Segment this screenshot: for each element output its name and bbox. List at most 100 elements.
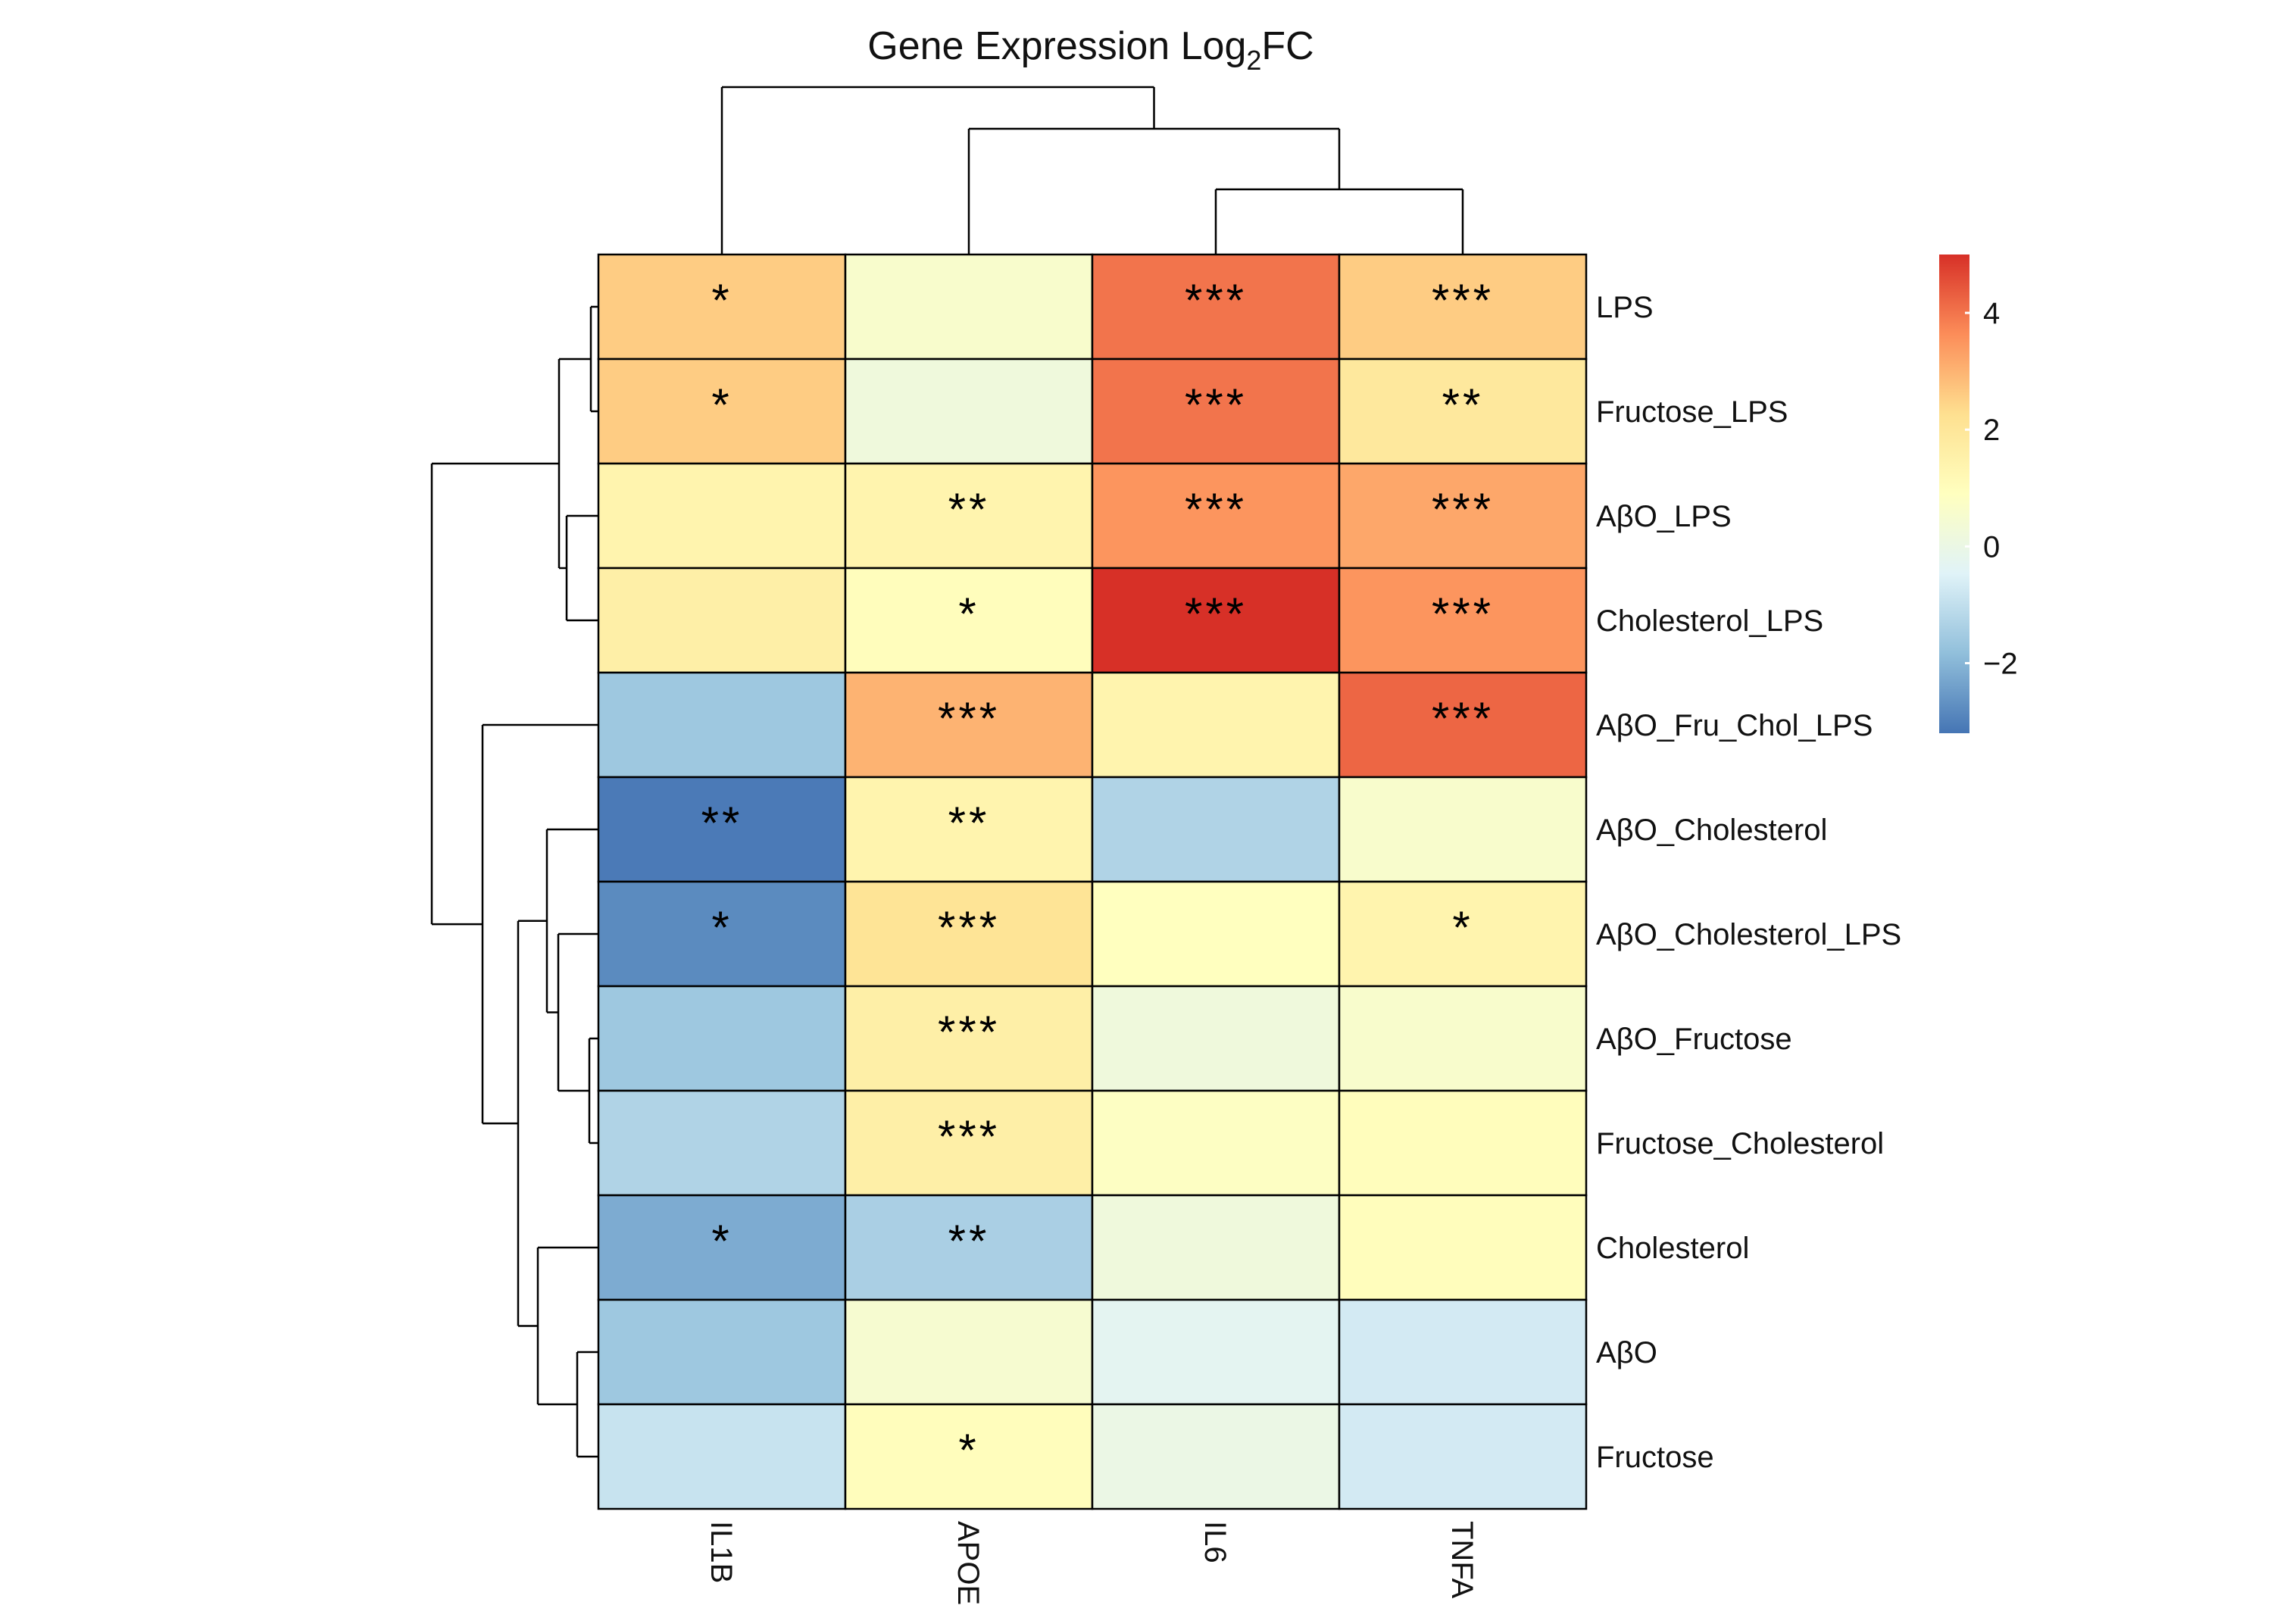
title-tail: FC: [1261, 24, 1313, 68]
heatmap-cell: [1091, 1089, 1341, 1197]
heatmap-cell: [1091, 776, 1341, 883]
heatmap-cell: [1338, 1194, 1588, 1301]
row-label: Fructose_Cholesterol: [1596, 1127, 1884, 1160]
column-label: APOE: [951, 1521, 985, 1605]
significance-marker: ***: [1432, 693, 1494, 744]
significance-markers: * *** **** *** **** *** **** *** ****** ***** *** *…: [701, 275, 1494, 1476]
significance-marker: *: [711, 379, 732, 430]
significance-marker: *: [1452, 902, 1473, 953]
row-label: AβO_Fructose: [1596, 1023, 1792, 1056]
heatmap-cell: [844, 1403, 1094, 1510]
row-label: AβO_Fru_Chol_LPS: [1596, 709, 1873, 742]
heatmap-cell: [597, 1403, 847, 1510]
heatmap-cell: [844, 462, 1094, 570]
colorbar-tick-label: 4: [1983, 297, 2000, 330]
significance-marker: ***: [938, 1111, 1000, 1162]
heatmap-cell: [597, 358, 847, 465]
heatmap-cell: [844, 567, 1094, 674]
heatmap-cell: [1091, 671, 1341, 779]
heatmap-cell: [1338, 671, 1588, 779]
heatmap-cell: [1091, 358, 1341, 465]
heatmap-cell: [597, 1089, 847, 1197]
heatmap-cell: [597, 1298, 847, 1406]
significance-marker: **: [948, 798, 990, 848]
heatmap-cell: [1091, 1194, 1341, 1301]
heatmap-cell: [844, 671, 1094, 779]
heatmap-cell: [597, 567, 847, 674]
heatmap-cell: [1091, 1403, 1341, 1510]
heatmap-cell: [1338, 1403, 1588, 1510]
column-label: TNFA: [1445, 1521, 1479, 1599]
colorbar-tick-label: −2: [1983, 648, 2018, 681]
significance-marker: ***: [938, 693, 1000, 744]
title-main: Gene Expression Log: [867, 24, 1246, 68]
heatmap-cell: [1338, 253, 1588, 361]
heatmap-cell: [1338, 880, 1588, 988]
colorbar-tick-label: 0: [1983, 530, 2000, 564]
heatmap-cell: [1338, 462, 1588, 570]
row-labels: LPS Fructose_LPS AβO_LPS Cholesterol_LPS AβO…: [1596, 291, 1901, 1474]
heatmap-cell: [597, 880, 847, 988]
heatmap-cell: [597, 462, 847, 570]
row-label: Cholesterol: [1596, 1232, 1749, 1265]
heatmap-cell: [1338, 567, 1588, 674]
heatmap-cell: [1091, 985, 1341, 1092]
row-label: Cholesterol_LPS: [1596, 604, 1823, 638]
heatmap-cell: [844, 776, 1094, 883]
heatmap-cell: [1091, 462, 1341, 570]
heatmap-cell: [597, 776, 847, 883]
significance-marker: ***: [938, 902, 1000, 953]
heatmap-cell: [844, 985, 1094, 1092]
column-label: IL1B: [704, 1521, 738, 1583]
heatmap-cell: [1338, 776, 1588, 883]
color-legend: 4 2 0 −2: [1939, 255, 2018, 733]
column-label: IL6: [1198, 1521, 1232, 1563]
heatmap-cell: [1338, 358, 1588, 465]
significance-marker: **: [948, 1216, 990, 1266]
heatmap-cells: [597, 253, 1588, 1510]
heatmap-cell: [844, 1298, 1094, 1406]
heatmap-cell: [597, 671, 847, 779]
colorbar-gradient: [1939, 255, 1969, 733]
significance-marker: **: [948, 484, 990, 535]
row-label: LPS: [1596, 291, 1654, 324]
significance-marker: ***: [1185, 379, 1247, 430]
colorbar-tick-label: 2: [1983, 414, 2000, 447]
row-label: AβO_Cholesterol: [1596, 814, 1827, 847]
significance-marker: ***: [1432, 275, 1494, 326]
significance-marker: ***: [938, 1007, 1000, 1057]
heatmap-cell: [597, 253, 847, 361]
significance-marker: ***: [1185, 275, 1247, 326]
significance-marker: **: [701, 798, 743, 848]
significance-marker: *: [958, 589, 979, 639]
heatmap-cell: [597, 985, 847, 1092]
heatmap-cell: [1338, 985, 1588, 1092]
chart-title: Gene Expression Log2FC: [867, 24, 1313, 76]
row-label: AβO_LPS: [1596, 500, 1732, 533]
row-label: Fructose_LPS: [1596, 395, 1788, 429]
significance-marker: *: [711, 902, 732, 953]
heatmap-cell: [1338, 1298, 1588, 1406]
significance-marker: *: [711, 275, 732, 326]
heatmap-cell: [1091, 1298, 1341, 1406]
heatmap-cell: [1091, 880, 1341, 988]
significance-marker: ***: [1432, 484, 1494, 535]
title-subscript: 2: [1246, 45, 1261, 76]
heatmap-cell: [844, 358, 1094, 465]
row-label: Fructose: [1596, 1441, 1714, 1474]
significance-marker: ***: [1432, 589, 1494, 639]
significance-marker: *: [711, 1216, 732, 1266]
heatmap-cell: [844, 253, 1094, 361]
heatmap-cell: [597, 1194, 847, 1301]
heatmap-cell: [844, 1089, 1094, 1197]
row-dendrogram: [430, 305, 598, 1458]
heatmap-cell: [1338, 1089, 1588, 1197]
column-labels: IL1B APOE IL6 TNFA: [704, 1521, 1479, 1605]
column-dendrogram: [720, 86, 1464, 255]
significance-marker: ***: [1185, 589, 1247, 639]
significance-marker: *: [958, 1425, 979, 1476]
significance-marker: ***: [1185, 484, 1247, 535]
row-label: AβO_Cholesterol_LPS: [1596, 918, 1901, 951]
row-label: AβO: [1596, 1336, 1657, 1369]
